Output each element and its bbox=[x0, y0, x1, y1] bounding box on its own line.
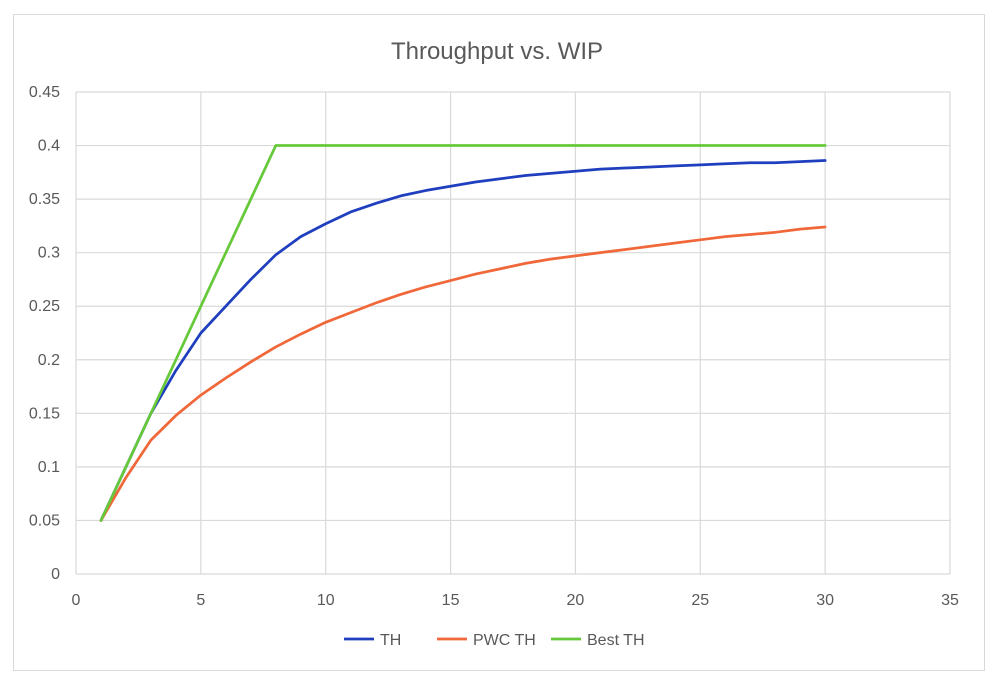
series-line-pwc-th bbox=[99, 225, 827, 522]
y-tick-label: 0.1 bbox=[38, 459, 60, 476]
x-tick-label: 5 bbox=[196, 592, 205, 609]
x-tick-label: 15 bbox=[442, 592, 460, 609]
x-tick-label: 0 bbox=[72, 592, 81, 609]
series-layer bbox=[99, 144, 827, 522]
y-tick-label: 0.3 bbox=[38, 245, 60, 262]
y-tick-label: 0.2 bbox=[38, 352, 60, 369]
y-tick-label: 0.25 bbox=[29, 298, 60, 315]
chart-title: Throughput vs. WIP bbox=[391, 38, 603, 65]
x-tick-label: 30 bbox=[816, 592, 834, 609]
x-tick-label: 35 bbox=[941, 592, 959, 609]
chart-container bbox=[13, 14, 985, 671]
x-tick-label: 20 bbox=[567, 592, 585, 609]
legend-label: PWC TH bbox=[473, 632, 536, 649]
gridlines bbox=[75, 91, 951, 575]
y-tick-label: 0.35 bbox=[29, 191, 60, 208]
x-tick-label: 25 bbox=[691, 592, 709, 609]
y-tick-label: 0.4 bbox=[38, 138, 60, 155]
y-tick-label: 0 bbox=[51, 566, 60, 583]
legend-label: TH bbox=[380, 632, 401, 649]
y-tick-label: 0.15 bbox=[29, 405, 60, 422]
axes: 0 0.05 0.1 0.15 0.2 0.25 0.3 0.35 0.4 0.45 0 5 10 15 2… bbox=[29, 84, 959, 609]
legend: TH PWC TH Best TH bbox=[344, 632, 645, 649]
series-line-best-th bbox=[99, 144, 827, 522]
legend-label: Best TH bbox=[587, 632, 645, 649]
series-line-th bbox=[99, 159, 827, 522]
y-tick-label: 0.45 bbox=[29, 84, 60, 101]
y-tick-label: 0.05 bbox=[29, 512, 60, 529]
x-tick-label: 10 bbox=[317, 592, 335, 609]
